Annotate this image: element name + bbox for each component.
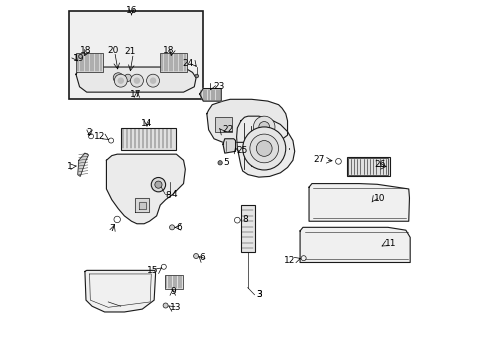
Text: 27: 27 bbox=[313, 155, 324, 164]
Text: 3: 3 bbox=[255, 290, 261, 299]
Bar bbox=[121, 128, 176, 149]
Circle shape bbox=[117, 77, 124, 84]
Circle shape bbox=[249, 134, 278, 163]
Bar bbox=[69, 12, 203, 99]
Text: 8: 8 bbox=[164, 190, 170, 199]
Polygon shape bbox=[106, 154, 185, 224]
Circle shape bbox=[242, 127, 285, 170]
Circle shape bbox=[149, 77, 156, 84]
Bar bbox=[215, 117, 232, 132]
Circle shape bbox=[130, 74, 143, 87]
Circle shape bbox=[218, 161, 222, 165]
Polygon shape bbox=[300, 227, 409, 262]
Text: 16: 16 bbox=[125, 6, 137, 15]
Text: 25: 25 bbox=[236, 146, 247, 155]
Bar bbox=[348, 158, 387, 175]
Polygon shape bbox=[199, 89, 221, 101]
Circle shape bbox=[151, 177, 165, 192]
Circle shape bbox=[258, 122, 269, 132]
Text: 8: 8 bbox=[242, 215, 247, 224]
Circle shape bbox=[193, 253, 198, 258]
Text: 17: 17 bbox=[129, 90, 141, 99]
Text: 15: 15 bbox=[146, 266, 158, 275]
Text: 18: 18 bbox=[80, 46, 92, 55]
Text: 6: 6 bbox=[176, 223, 182, 232]
Text: 21: 21 bbox=[124, 47, 136, 56]
Bar bbox=[164, 275, 183, 289]
Circle shape bbox=[256, 140, 271, 156]
Text: 22: 22 bbox=[222, 125, 233, 134]
Circle shape bbox=[133, 77, 140, 84]
Text: 6: 6 bbox=[199, 253, 205, 262]
Circle shape bbox=[124, 74, 131, 81]
Text: 7: 7 bbox=[109, 224, 115, 233]
Text: 14: 14 bbox=[141, 119, 152, 128]
Polygon shape bbox=[85, 270, 155, 312]
Text: 9: 9 bbox=[169, 287, 175, 296]
Polygon shape bbox=[206, 99, 287, 142]
Polygon shape bbox=[78, 153, 88, 176]
Text: 12: 12 bbox=[284, 256, 295, 265]
Text: 18: 18 bbox=[163, 46, 174, 55]
Text: 23: 23 bbox=[213, 82, 224, 91]
Text: 3: 3 bbox=[255, 290, 261, 299]
Circle shape bbox=[113, 73, 123, 83]
Text: 12: 12 bbox=[94, 132, 105, 141]
Bar bbox=[241, 205, 254, 252]
Circle shape bbox=[253, 116, 274, 138]
Text: 11: 11 bbox=[385, 239, 396, 248]
Bar bbox=[76, 53, 102, 72]
Circle shape bbox=[146, 74, 159, 87]
Polygon shape bbox=[76, 67, 196, 92]
Circle shape bbox=[163, 303, 168, 308]
Text: 1: 1 bbox=[66, 162, 72, 171]
Circle shape bbox=[169, 225, 174, 230]
Polygon shape bbox=[139, 202, 145, 210]
Bar bbox=[160, 53, 187, 72]
Circle shape bbox=[114, 74, 127, 87]
Text: 24: 24 bbox=[182, 59, 193, 68]
Text: 4: 4 bbox=[171, 190, 177, 199]
Text: 2: 2 bbox=[86, 128, 92, 137]
Bar bbox=[346, 157, 389, 176]
Polygon shape bbox=[308, 184, 408, 221]
Polygon shape bbox=[135, 198, 149, 212]
Text: 19: 19 bbox=[73, 54, 84, 63]
Circle shape bbox=[195, 74, 198, 78]
Text: 10: 10 bbox=[373, 194, 385, 203]
Polygon shape bbox=[236, 116, 294, 177]
Text: 5: 5 bbox=[223, 158, 228, 167]
Text: 20: 20 bbox=[107, 46, 119, 55]
Circle shape bbox=[155, 181, 162, 188]
Polygon shape bbox=[223, 139, 235, 153]
Text: 26: 26 bbox=[373, 161, 385, 170]
Circle shape bbox=[116, 75, 121, 80]
Text: 13: 13 bbox=[169, 303, 181, 312]
